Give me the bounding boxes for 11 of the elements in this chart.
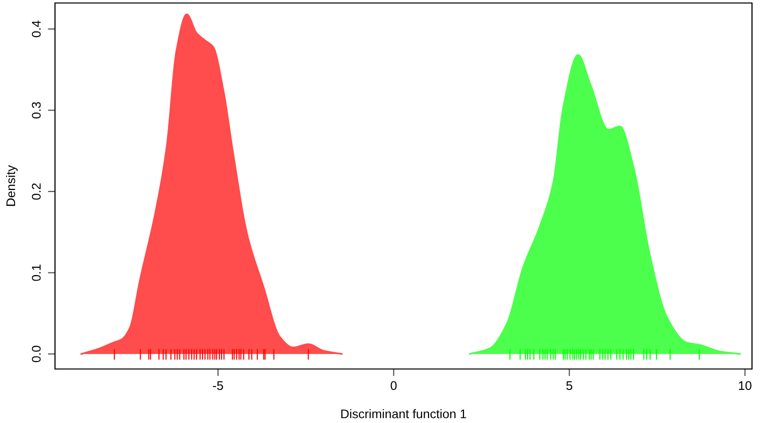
y-tick-label: 0.4	[32, 20, 41, 38]
x-axis-title: Discriminant function 1	[341, 409, 466, 418]
y-tick-label: 0.0	[32, 346, 41, 362]
y-tick-label: 0.3	[32, 102, 41, 118]
x-tick-label: 5	[566, 381, 572, 390]
x-tick-label: 0	[390, 381, 397, 390]
y-tick-label: 0.1	[32, 264, 41, 281]
x-tick-label: 10	[738, 381, 752, 390]
x-tick-label: -5	[213, 381, 224, 390]
y-axis-title: Density	[6, 165, 18, 206]
y-tick-label: 0.2	[32, 183, 41, 200]
